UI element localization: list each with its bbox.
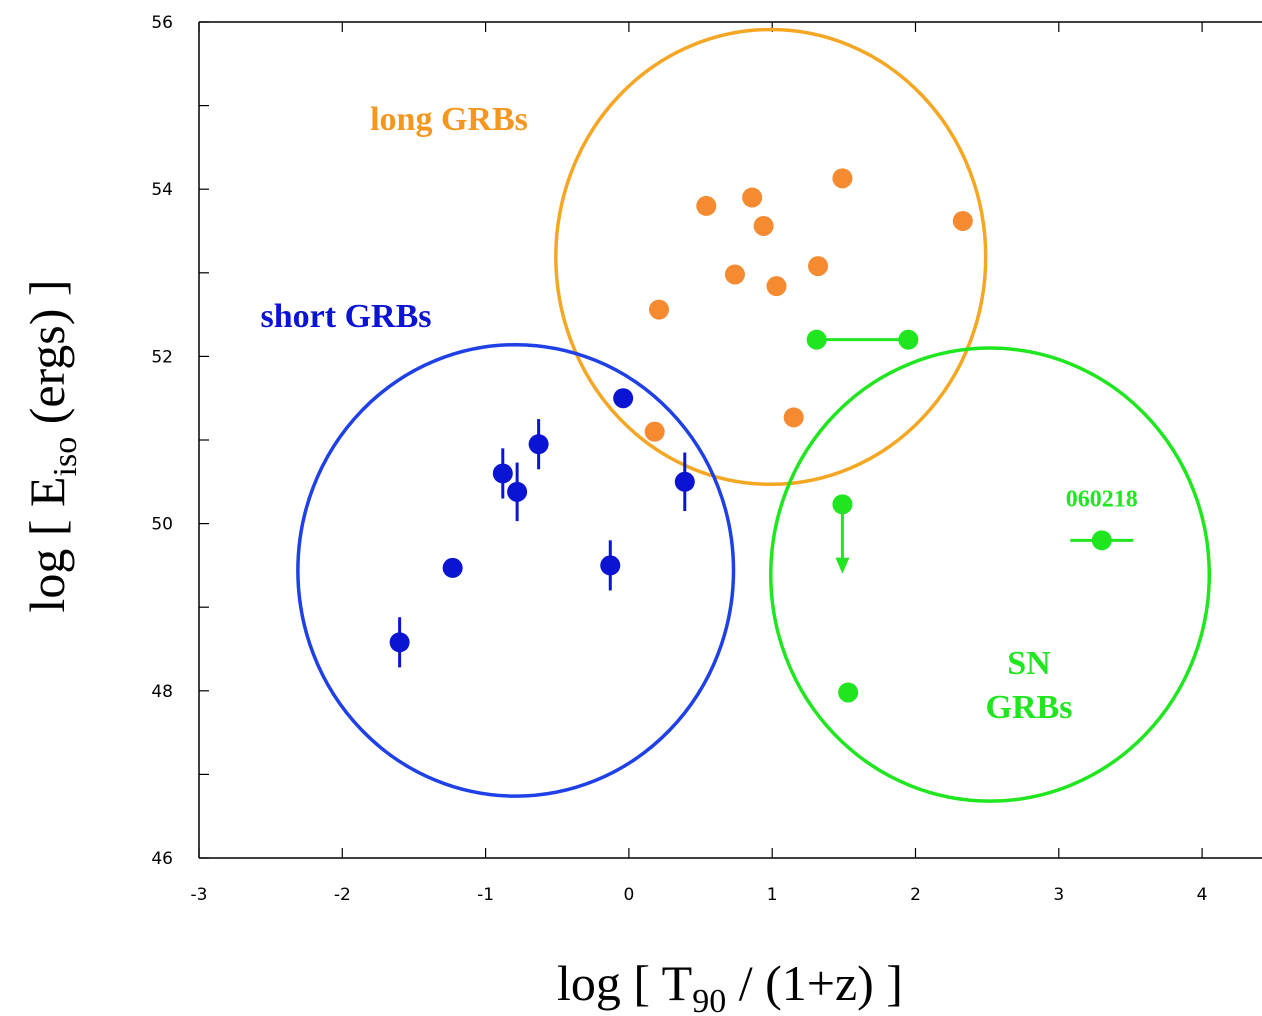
short-grb-point [507,481,528,502]
x-tick-label: -1 [477,885,494,905]
y-tick-label: 54 [151,180,173,200]
long-grb-point [644,421,665,442]
long-grb-point [952,210,973,231]
x-tick-label: 0 [623,885,634,905]
x-tick-label: -3 [191,885,208,905]
sn-grb-label: GRBs [986,689,1073,726]
short-grb-point [442,557,463,578]
y-tick-label: 56 [151,13,173,33]
x-tick-label: 2 [910,885,921,905]
y-tick-label: 50 [151,515,173,535]
long-grb-point [766,276,787,297]
long-grb-point [808,256,829,277]
long-grb-point [742,187,763,208]
y-tick-label: 46 [151,849,173,869]
sn-grb-point [1091,530,1112,551]
long-grb-point [753,215,774,236]
x-axis-title: log [ T90 / (1+z) ] [557,955,903,1016]
sn-grb-point [832,494,853,515]
sn-grb-point [898,329,919,350]
y-axis-title: log [ Eiso (ergs) ] [19,279,84,612]
sn-grb-point [838,682,859,703]
y-tick-label: 52 [151,347,173,367]
long-grb-label: long GRBs [370,101,528,138]
long-grb-point [724,264,745,285]
sn-point-label: 060218 [1066,486,1138,512]
x-tick-label: 4 [1197,885,1208,905]
short-grb-point [613,388,634,409]
short-grb-point [389,632,410,653]
sn-grb-circle [769,346,1212,803]
short-grb-point [492,463,513,484]
x-tick-label: 1 [767,885,778,905]
sn-upper-limit-arrow [835,557,850,574]
long-grb-point [783,407,804,428]
group-circles [296,27,1212,803]
y-tick-label: 48 [151,682,173,702]
x-tick-label: 3 [1053,885,1064,905]
long-grb-point [696,195,717,216]
axes: -3 -2 -1 0 1 2 3 4 46 48 50 52 54 56 [151,13,1262,905]
long-grb-circle [554,27,988,487]
sn-grb-label: SN [1007,645,1051,682]
sn-grb-point [806,329,827,350]
data-points: 060218 [389,168,1138,703]
annotations: long GRBs short GRBs SN GRBs [261,101,1073,726]
long-grb-point [832,168,853,189]
long-grb-point [648,299,669,320]
short-grb-point [600,555,621,576]
short-grb-label: short GRBs [261,298,432,335]
x-tick-label: -2 [334,885,351,905]
short-grb-point [674,471,695,492]
short-grb-point [528,434,549,455]
short-grb-circle [296,342,736,798]
